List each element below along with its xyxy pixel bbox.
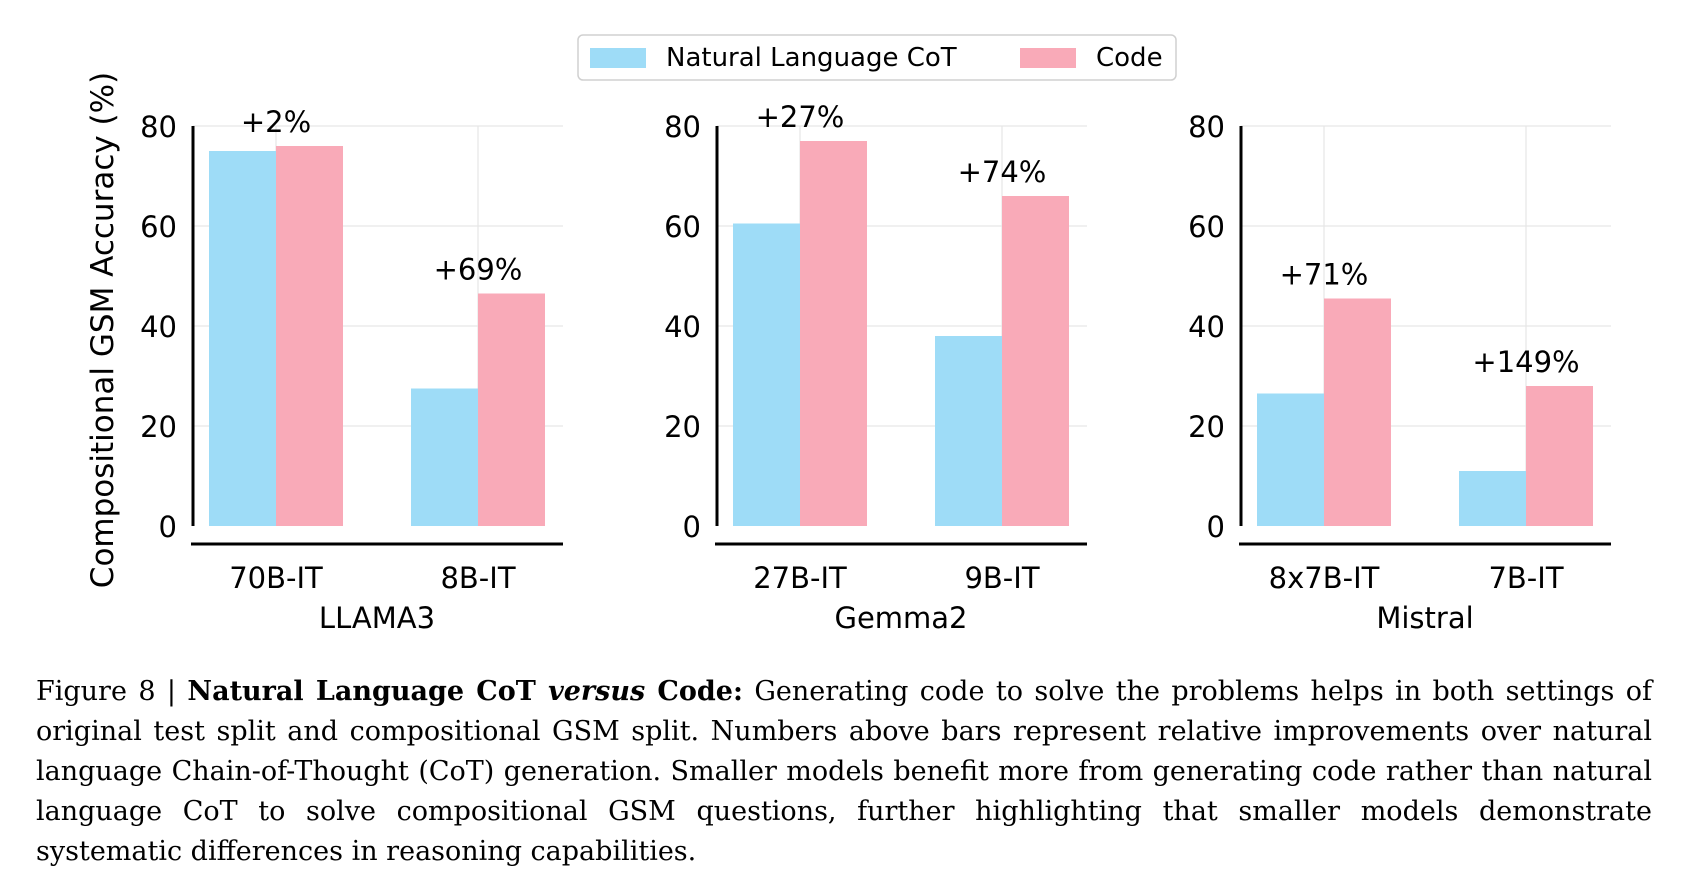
improvement-label: +149%	[1472, 345, 1579, 379]
y-tick-label: 80	[1188, 110, 1225, 144]
y-tick-label: 0	[159, 510, 177, 544]
y-tick-label: 40	[1188, 310, 1225, 344]
bar-code-7b-it	[1526, 386, 1593, 526]
y-tick-label: 40	[664, 310, 701, 344]
x-axis-group-label: LLAMA3	[319, 601, 435, 635]
bar-natural-language-cot-7b-it	[1459, 471, 1526, 526]
bar-natural-language-cot-9b-it	[935, 336, 1002, 526]
improvement-label: +27%	[756, 100, 845, 134]
x-tick-label: 27B-IT	[753, 561, 847, 595]
legend-frame	[577, 34, 1177, 81]
legend-swatch-natural-language-cot	[590, 48, 646, 68]
x-axis-group-label: Mistral	[1376, 601, 1473, 635]
chart-panel-gemma2: 0 20 40 60 80 +27% 27B-IT +74% 9B-IT Gemma2	[664, 100, 1087, 635]
improvement-label: +71%	[1280, 258, 1369, 292]
y-tick-label: 60	[140, 210, 177, 244]
grouped-bar-chart-figure: Natural Language CoT Code Compositional …	[85, 34, 1611, 635]
y-tick-label: 60	[664, 210, 701, 244]
caption-bold-lead: Natural Language CoT	[187, 676, 549, 707]
y-tick-label: 60	[1188, 210, 1225, 244]
y-tick-label: 20	[140, 410, 177, 444]
legend: Natural Language CoT Code	[577, 34, 1177, 81]
bar-natural-language-cot-8b-it	[411, 388, 478, 526]
bar-code-27b-it	[800, 141, 867, 526]
x-tick-label: 7B-IT	[1488, 561, 1563, 595]
y-tick-label: 20	[1188, 410, 1225, 444]
y-tick-label: 40	[140, 310, 177, 344]
legend-label-natural-language-cot: Natural Language CoT	[666, 43, 957, 73]
x-tick-label: 9B-IT	[964, 561, 1039, 595]
x-tick-label: 70B-IT	[229, 561, 323, 595]
y-tick-label: 0	[1207, 510, 1225, 544]
bar-natural-language-cot-8x7b-it	[1257, 393, 1324, 526]
bar-natural-language-cot-70b-it	[209, 151, 276, 526]
figure-caption: Figure 8 | Natural Language CoT versus C…	[36, 672, 1652, 872]
improvement-label: +69%	[434, 253, 523, 287]
y-axis-label: Compositional GSM Accuracy (%)	[85, 72, 121, 588]
legend-swatch-code	[1020, 48, 1076, 68]
x-tick-label: 8B-IT	[440, 561, 515, 595]
improvement-label: +74%	[958, 155, 1047, 189]
improvement-label: +2%	[241, 105, 311, 139]
caption-bold-tail: Code:	[645, 676, 743, 707]
y-tick-label: 20	[664, 410, 701, 444]
y-tick-label: 0	[683, 510, 701, 544]
bar-code-9b-it	[1002, 196, 1069, 526]
x-axis-group-label: Gemma2	[834, 601, 967, 635]
legend-label-code: Code	[1096, 43, 1163, 73]
bar-code-8x7b-it	[1324, 298, 1391, 526]
bar-code-8b-it	[478, 293, 545, 526]
caption-italic: versus	[548, 676, 646, 707]
caption-prefix: Figure 8 |	[36, 676, 188, 707]
y-tick-label: 80	[664, 110, 701, 144]
caption-body: Generating code to solve the problems he…	[36, 676, 1653, 867]
x-tick-label: 8x7B-IT	[1269, 561, 1380, 595]
y-tick-label: 80	[140, 110, 177, 144]
bar-code-70b-it	[276, 146, 343, 526]
chart-panel-mistral: 0 20 40 60 80 +71% 8x7B-IT +149% 7B-IT Mistral	[1188, 110, 1611, 635]
bar-natural-language-cot-27b-it	[733, 223, 800, 526]
